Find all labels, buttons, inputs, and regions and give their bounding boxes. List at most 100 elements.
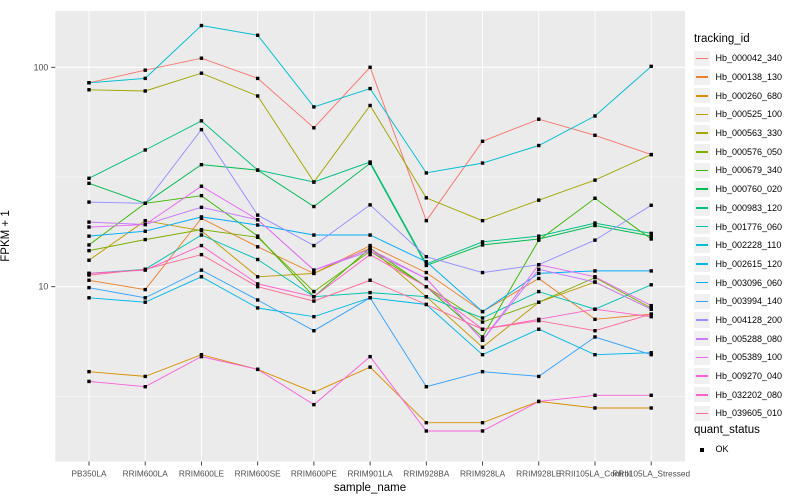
data-point xyxy=(649,283,653,287)
data-point xyxy=(199,352,204,357)
data-point xyxy=(143,229,147,233)
x-tick-label: RRIM928LE xyxy=(516,469,562,479)
data-point xyxy=(199,184,204,188)
data-point xyxy=(593,280,597,284)
data-point xyxy=(143,237,147,242)
legend-line-icon xyxy=(696,207,708,209)
legend-key-Hb_004128_200: Hb_004128_200 xyxy=(694,311,782,330)
legend-swatch xyxy=(694,256,710,272)
data-point xyxy=(480,420,485,425)
legend-swatch xyxy=(694,69,710,85)
data-point xyxy=(87,243,91,247)
data-point xyxy=(312,299,316,303)
legend-line-icon xyxy=(696,300,708,303)
data-point xyxy=(424,171,429,175)
legend-title-tracking-id: tracking_id xyxy=(694,33,750,45)
data-point xyxy=(649,152,653,157)
data-point xyxy=(87,234,91,238)
legend-key-label: OK xyxy=(715,444,729,455)
legend-key-label: Hb_003096_060 xyxy=(715,277,783,288)
data-point xyxy=(537,262,541,267)
data-point xyxy=(312,268,316,272)
data-point xyxy=(480,335,485,339)
legend-key-label: Hb_005389_100 xyxy=(715,352,783,363)
legend-key-Hb_000760_020: Hb_000760_020 xyxy=(694,180,782,199)
legend-key-Hb_005389_100: Hb_005389_100 xyxy=(694,348,782,367)
legend-swatch xyxy=(694,330,710,347)
legend-key-label: Hb_000138_130 xyxy=(715,72,783,83)
legend-key-label: Hb_005288_080 xyxy=(715,333,783,344)
data-point xyxy=(537,143,541,148)
square-point-icon xyxy=(700,447,704,452)
data-point xyxy=(649,64,653,69)
data-point xyxy=(593,329,597,333)
data-point xyxy=(87,88,91,92)
data-point xyxy=(143,287,147,292)
data-point xyxy=(368,252,372,257)
legend-swatch xyxy=(694,125,710,141)
data-point xyxy=(87,285,91,290)
data-point xyxy=(312,402,316,407)
legend-line-icon xyxy=(696,188,708,190)
data-point xyxy=(368,296,372,300)
legend-key-Hb_003096_060: Hb_003096_060 xyxy=(694,273,782,292)
data-point xyxy=(199,354,204,359)
data-point xyxy=(255,168,260,172)
data-point xyxy=(480,161,485,165)
legend-swatch xyxy=(694,237,710,253)
data-point xyxy=(480,270,485,275)
data-point xyxy=(368,249,372,253)
data-point xyxy=(424,295,429,299)
data-point xyxy=(593,393,597,397)
legend-key-label: Hb_000576_050 xyxy=(715,146,783,157)
x-axis-title: sample_name xyxy=(333,482,407,494)
x-tick-label: RRIM928LA xyxy=(460,469,506,479)
legend-key-Hb_001776_060: Hb_001776_060 xyxy=(694,217,782,236)
x-tick-label: RRIM600PE xyxy=(291,469,338,479)
data-point xyxy=(649,237,653,241)
data-point xyxy=(649,303,653,308)
data-point xyxy=(368,86,372,91)
data-point xyxy=(87,296,91,300)
data-point xyxy=(480,139,485,143)
data-point xyxy=(368,65,372,69)
data-point xyxy=(312,233,316,237)
legend-key-label: Hb_032202_080 xyxy=(715,389,783,400)
data-point xyxy=(424,260,429,264)
legend-swatch xyxy=(694,144,710,160)
legend-key-label: Hb_000679_340 xyxy=(715,165,783,176)
data-point xyxy=(199,243,204,248)
data-point xyxy=(480,429,485,433)
data-point xyxy=(424,196,429,200)
legend-line-icon xyxy=(696,132,708,134)
y-axis-title: FPKM + 1 xyxy=(0,210,12,262)
legend-key-Hb_000983_120: Hb_000983_120 xyxy=(694,199,782,218)
data-point xyxy=(537,399,541,404)
legend-key-label: Hb_000525_100 xyxy=(715,109,783,120)
data-point xyxy=(593,223,597,228)
legend-key-label: Hb_001776_060 xyxy=(715,221,783,232)
data-point xyxy=(199,71,204,75)
x-tick-label: RRIM928BA xyxy=(403,469,450,479)
data-point xyxy=(87,258,91,262)
data-point xyxy=(593,221,597,225)
legend-line-icon xyxy=(696,151,708,153)
data-point xyxy=(480,338,485,342)
data-point xyxy=(537,267,541,272)
data-point xyxy=(593,352,597,357)
data-point xyxy=(593,196,597,200)
data-point xyxy=(480,218,485,223)
data-point xyxy=(87,225,91,229)
legend-line-icon xyxy=(696,337,708,340)
legend-key-label: Hb_000983_120 xyxy=(715,202,783,213)
legend-swatch xyxy=(694,312,710,328)
data-point xyxy=(537,117,541,121)
data-point xyxy=(255,275,260,279)
data-point xyxy=(87,379,91,384)
legend-swatch xyxy=(694,293,710,310)
data-point xyxy=(255,213,260,217)
legend-key-Hb_002228_110: Hb_002228_110 xyxy=(694,236,782,255)
data-point xyxy=(537,271,541,276)
legend-line-icon xyxy=(696,225,708,228)
legend-line-icon xyxy=(696,263,708,265)
